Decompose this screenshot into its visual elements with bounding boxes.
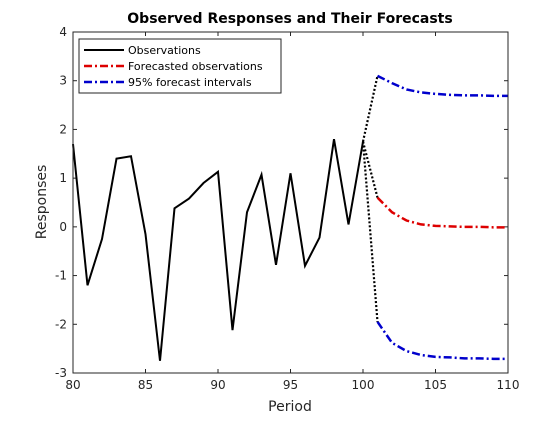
legend-entry-forecast-intervals: 95% forecast intervals (84, 76, 252, 89)
y-tick-label: 3 (59, 74, 67, 88)
y-axis-label: Responses (34, 165, 50, 240)
y-tick-label: 0 (59, 220, 67, 234)
legend-entry-observations: Observations (84, 44, 201, 57)
x-tick-label: 80 (65, 378, 80, 392)
x-axis-label: Period (268, 399, 312, 415)
x-tick-label: 90 (210, 378, 225, 392)
y-tick-label: 4 (59, 25, 67, 39)
series-line-forecasted-observations (376, 196, 508, 229)
series-line-95-forecast-intervals-lower (376, 321, 508, 361)
x-tick-label: 100 (352, 378, 375, 392)
y-tick-label: -2 (55, 317, 67, 331)
axis-ticks: 80 85 90 95 100 105 110 -3 -2 -1 0 1 2 3 4 (55, 25, 519, 392)
y-tick-label: 1 (59, 171, 67, 185)
y-tick-label: 2 (59, 122, 67, 136)
y-tick-label: -3 (55, 366, 67, 380)
x-tick-label: 95 (283, 378, 298, 392)
forecast-connector-line (361, 75, 379, 142)
legend-label-observations: Observations (128, 44, 201, 57)
legend-label-forecast-intervals: 95% forecast intervals (128, 76, 252, 89)
y-tick-label: -1 (55, 269, 67, 283)
plot-frame (72, 31, 509, 374)
legend-entry-forecasted-observations: Forecasted observations (84, 60, 263, 73)
series-layer (72, 74, 508, 361)
chart-title: Observed Responses and Their Forecasts (127, 11, 452, 27)
legend: Observations Forecasted observations 95%… (78, 38, 282, 94)
series-line-observations (72, 139, 364, 361)
legend-label-forecasted-observations: Forecasted observations (128, 60, 263, 73)
x-tick-label: 105 (424, 378, 447, 392)
series-line-95-forecast-intervals-upper (376, 74, 508, 98)
x-tick-label: 110 (497, 378, 520, 392)
x-tick-label: 85 (138, 378, 153, 392)
forecast-connector-line (361, 141, 379, 198)
